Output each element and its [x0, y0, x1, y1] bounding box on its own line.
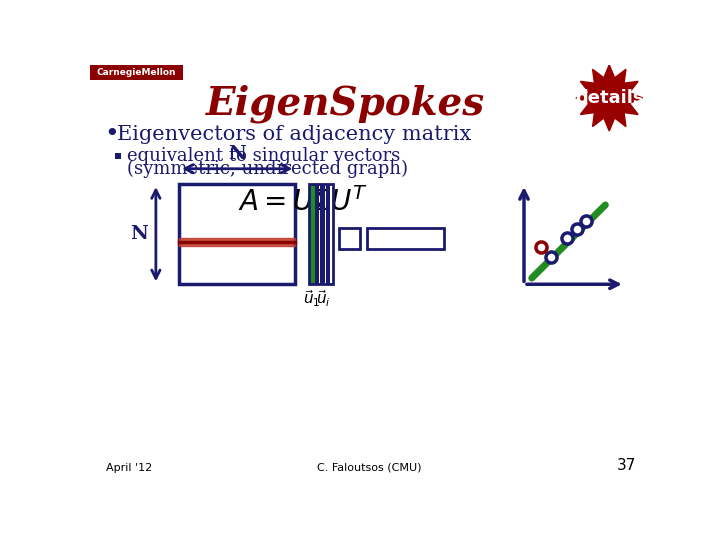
Text: Eigenvectors of adjacency matrix: Eigenvectors of adjacency matrix — [117, 125, 472, 144]
Bar — [90, 65, 183, 80]
Text: details: details — [575, 89, 644, 107]
Text: $\vec{u}_i$: $\vec{u}_i$ — [315, 288, 330, 309]
Text: N: N — [228, 145, 246, 163]
Text: April '12: April '12 — [106, 463, 152, 473]
Bar — [320, 184, 325, 284]
Text: C. Faloutsos (CMU): C. Faloutsos (CMU) — [317, 463, 421, 473]
Polygon shape — [576, 65, 642, 131]
Text: 37: 37 — [617, 458, 636, 473]
Bar — [310, 184, 333, 284]
Text: (symmetric, undirected graph): (symmetric, undirected graph) — [127, 160, 408, 178]
Bar — [325, 184, 330, 284]
Bar — [114, 153, 121, 159]
Text: equivalent to singular vectors: equivalent to singular vectors — [127, 147, 400, 165]
Text: •: • — [104, 122, 119, 146]
Bar — [366, 228, 444, 249]
Text: $A = U\Sigma U^T$: $A = U\Sigma U^T$ — [238, 187, 368, 217]
Bar — [339, 228, 361, 249]
Bar — [315, 184, 320, 284]
Bar — [310, 184, 315, 284]
Text: N: N — [130, 225, 148, 243]
Text: EigenSpokes: EigenSpokes — [206, 84, 485, 123]
Text: CarnegieMellon: CarnegieMellon — [96, 68, 176, 77]
Text: $\vec{u}_1$: $\vec{u}_1$ — [303, 288, 321, 309]
Bar — [179, 184, 295, 284]
